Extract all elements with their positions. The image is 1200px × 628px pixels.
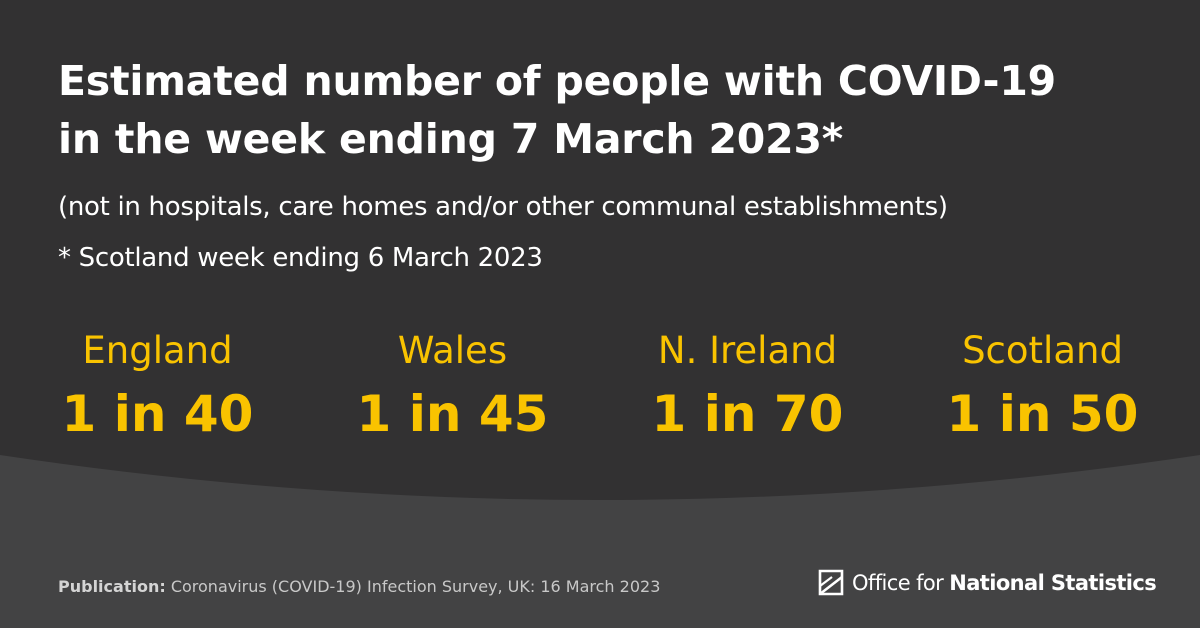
stat-england: England 1 in 40 xyxy=(10,328,305,446)
stat-value: 1 in 40 xyxy=(61,385,254,443)
subtitle: (not in hospitals, care homes and/or oth… xyxy=(58,192,948,222)
publication-credit: Publication: Coronavirus (COVID-19) Infe… xyxy=(58,576,660,598)
ons-logo-text: Office for National Statistics xyxy=(852,571,1157,595)
stat-scotland: Scotland 1 in 50 xyxy=(895,328,1190,446)
stat-region-name: Scotland xyxy=(962,329,1123,372)
headline-line-1: Estimated number of people with COVID-19 xyxy=(58,57,1057,105)
logo-text-light: Office for xyxy=(852,571,944,595)
stats-row: England 1 in 40 Wales 1 in 45 N. Ireland… xyxy=(10,328,1190,446)
stat-value: 1 in 70 xyxy=(651,385,844,443)
stat-value: 1 in 45 xyxy=(356,385,549,443)
stat-wales: Wales 1 in 45 xyxy=(305,328,600,446)
publication-text: Coronavirus (COVID-19) Infection Survey,… xyxy=(170,577,661,596)
logo-text-bold: National Statistics xyxy=(949,571,1157,595)
publication-label: Publication: xyxy=(58,577,166,596)
stat-region-name: N. Ireland xyxy=(657,329,838,372)
headline: Estimated number of people with COVID-19… xyxy=(58,52,1168,168)
stat-region-name: Wales xyxy=(397,329,508,372)
footnote: * Scotland week ending 6 March 2023 xyxy=(58,243,543,273)
stat-northern-ireland: N. Ireland 1 in 70 xyxy=(600,328,895,446)
ons-logo: Office for National Statistics xyxy=(816,568,1157,598)
ons-logo-icon xyxy=(818,569,844,596)
stat-value: 1 in 50 xyxy=(946,385,1139,443)
stat-region-name: England xyxy=(82,329,233,372)
headline-line-2: in the week ending 7 March 2023* xyxy=(58,115,844,163)
